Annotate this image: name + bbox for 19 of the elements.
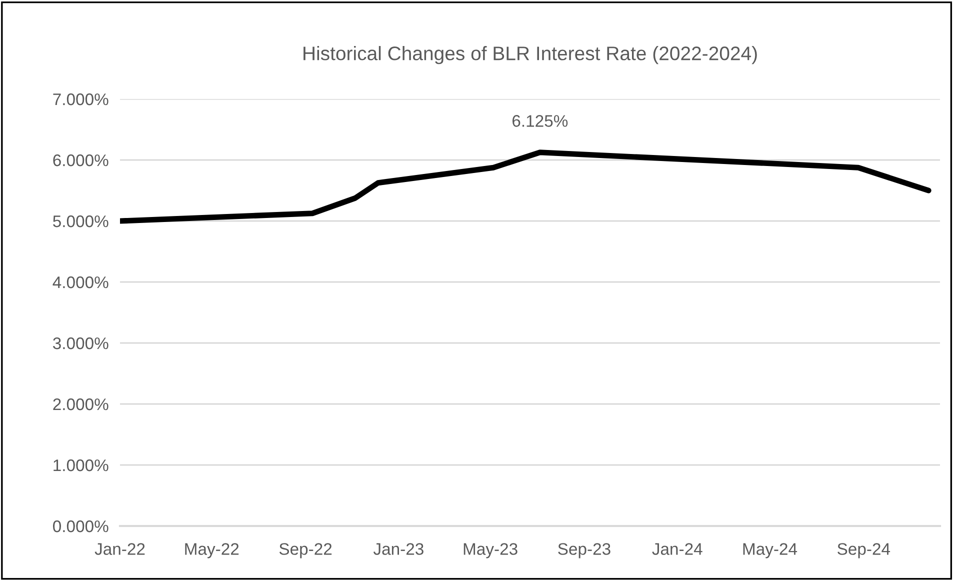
x-tick-label: Jan-23: [373, 543, 424, 555]
x-tick-label: May-24: [743, 543, 798, 558]
chart-title: Historical Changes of BLR Interest Rate (2022-2024): [304, 46, 757, 64]
y-tick-label: 1.000%: [54, 459, 108, 472]
x-tick-label: Jan-24: [652, 543, 702, 555]
data-label: 6.125%: [512, 115, 568, 127]
y-tick-label: 3.000%: [53, 337, 108, 350]
x-tick-label: May-22: [185, 543, 239, 558]
x-tick-label: Sep-23: [558, 543, 610, 558]
y-tick-label: 4.000%: [52, 276, 108, 288]
y-tick-label: 5.000%: [53, 215, 108, 228]
y-tick-label: 7.000%: [53, 93, 108, 106]
x-tick-label: May-23: [464, 543, 518, 558]
y-tick-label: 0.000%: [53, 520, 108, 532]
x-tick-label: Sep-22: [279, 543, 332, 558]
x-tick-label: Sep-24: [838, 543, 890, 558]
y-tick-label: 2.000%: [53, 398, 108, 410]
y-tick-label: 6.000%: [53, 154, 108, 166]
x-tick-label: Jan-22: [94, 543, 145, 555]
